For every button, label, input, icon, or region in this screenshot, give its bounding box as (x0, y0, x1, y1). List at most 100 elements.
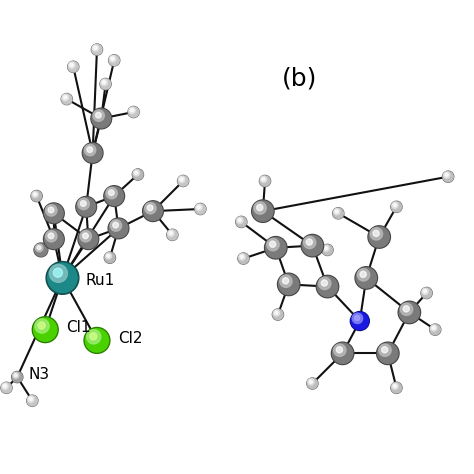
Circle shape (333, 208, 344, 219)
Circle shape (111, 57, 114, 60)
Circle shape (95, 112, 101, 118)
Circle shape (34, 318, 57, 341)
Circle shape (196, 204, 202, 210)
Circle shape (393, 203, 396, 207)
Circle shape (443, 171, 454, 182)
Circle shape (109, 219, 128, 237)
Circle shape (240, 255, 244, 258)
Circle shape (31, 191, 42, 201)
Circle shape (84, 328, 110, 353)
Circle shape (79, 230, 98, 248)
Circle shape (32, 191, 38, 198)
Circle shape (14, 374, 17, 377)
Circle shape (261, 176, 267, 182)
Circle shape (48, 233, 54, 239)
Circle shape (85, 329, 109, 352)
Circle shape (91, 44, 102, 55)
Circle shape (356, 268, 376, 288)
Circle shape (398, 301, 420, 324)
Circle shape (35, 244, 47, 256)
Circle shape (307, 378, 318, 389)
Circle shape (110, 220, 122, 231)
Circle shape (301, 235, 324, 257)
Circle shape (324, 246, 328, 250)
Circle shape (109, 55, 119, 65)
Circle shape (109, 190, 114, 196)
Circle shape (104, 252, 116, 263)
Circle shape (81, 201, 86, 206)
Circle shape (252, 200, 274, 222)
Circle shape (273, 310, 280, 316)
Text: Cl1: Cl1 (66, 320, 91, 335)
Circle shape (336, 346, 343, 353)
Circle shape (49, 264, 67, 283)
Circle shape (355, 315, 360, 320)
Circle shape (334, 209, 340, 215)
Circle shape (46, 262, 79, 294)
Circle shape (105, 253, 115, 263)
Circle shape (32, 317, 58, 343)
Circle shape (421, 288, 432, 298)
Circle shape (128, 107, 139, 118)
Circle shape (445, 173, 448, 176)
Circle shape (168, 230, 174, 237)
Circle shape (370, 228, 383, 240)
Circle shape (108, 218, 129, 239)
Circle shape (167, 230, 177, 240)
Circle shape (377, 342, 399, 365)
Circle shape (401, 303, 413, 315)
Circle shape (378, 343, 398, 364)
Circle shape (195, 204, 205, 214)
Circle shape (399, 302, 419, 322)
Circle shape (132, 169, 144, 180)
Circle shape (197, 206, 201, 209)
Circle shape (360, 271, 366, 277)
Circle shape (273, 309, 283, 320)
Circle shape (133, 170, 143, 180)
Circle shape (332, 343, 353, 364)
Circle shape (369, 227, 389, 247)
Circle shape (46, 230, 57, 242)
Circle shape (429, 324, 441, 335)
Circle shape (82, 143, 103, 164)
Text: (b): (b) (282, 67, 318, 91)
Circle shape (92, 109, 110, 128)
Circle shape (105, 187, 124, 205)
Circle shape (236, 216, 247, 228)
Circle shape (259, 175, 271, 187)
Circle shape (100, 78, 111, 90)
Circle shape (64, 96, 67, 99)
Circle shape (93, 110, 104, 121)
Circle shape (143, 201, 164, 221)
Circle shape (46, 205, 57, 216)
Circle shape (279, 274, 299, 294)
Circle shape (238, 254, 248, 264)
Circle shape (135, 171, 138, 174)
Circle shape (283, 278, 289, 284)
Circle shape (443, 172, 453, 182)
Text: Ru1: Ru1 (85, 273, 115, 288)
Circle shape (68, 62, 78, 72)
Circle shape (303, 237, 316, 249)
Circle shape (333, 208, 343, 219)
Circle shape (319, 277, 331, 290)
Circle shape (167, 229, 178, 240)
Circle shape (68, 61, 79, 73)
Circle shape (393, 384, 396, 388)
Circle shape (83, 144, 102, 162)
Circle shape (277, 273, 300, 296)
Circle shape (264, 237, 287, 259)
Circle shape (237, 217, 243, 223)
Circle shape (129, 108, 135, 114)
Circle shape (309, 380, 312, 383)
Circle shape (350, 311, 369, 330)
Circle shape (44, 229, 64, 249)
Circle shape (373, 230, 379, 237)
Circle shape (430, 325, 440, 335)
Circle shape (238, 219, 241, 222)
Circle shape (12, 372, 22, 382)
Circle shape (275, 311, 278, 314)
Circle shape (302, 236, 322, 255)
Circle shape (109, 55, 116, 62)
Circle shape (178, 176, 188, 186)
